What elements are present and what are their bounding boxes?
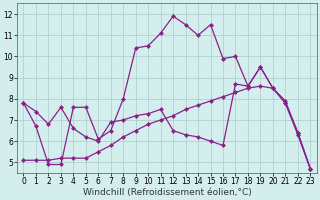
X-axis label: Windchill (Refroidissement éolien,°C): Windchill (Refroidissement éolien,°C) [83, 188, 251, 197]
